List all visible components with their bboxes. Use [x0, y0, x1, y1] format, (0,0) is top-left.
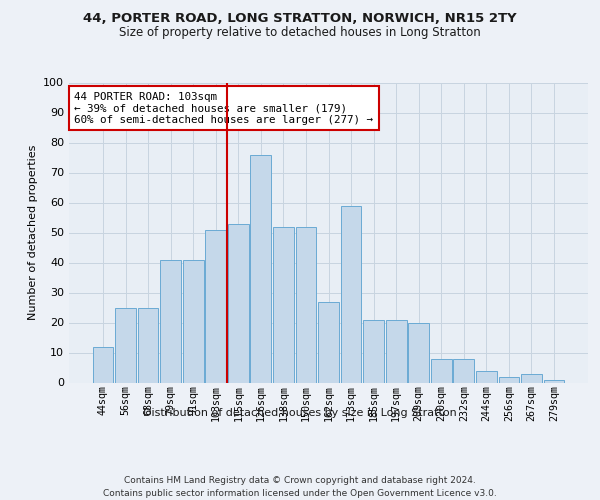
Bar [205, 230, 226, 382]
Bar [92, 346, 113, 382]
Text: 44, PORTER ROAD, LONG STRATTON, NORWICH, NR15 2TY: 44, PORTER ROAD, LONG STRATTON, NORWICH,… [83, 12, 517, 26]
Bar [115, 308, 136, 382]
Bar [409, 322, 429, 382]
Text: Distribution of detached houses by size in Long Stratton: Distribution of detached houses by size … [143, 408, 457, 418]
Bar [363, 320, 384, 382]
Bar [183, 260, 203, 382]
Bar [499, 376, 520, 382]
Bar [318, 302, 339, 382]
Bar [521, 374, 542, 382]
Text: Size of property relative to detached houses in Long Stratton: Size of property relative to detached ho… [119, 26, 481, 39]
Bar [137, 308, 158, 382]
Text: Contains HM Land Registry data © Crown copyright and database right 2024.
Contai: Contains HM Land Registry data © Crown c… [103, 476, 497, 498]
Bar [341, 206, 361, 382]
Bar [250, 154, 271, 382]
Bar [296, 226, 316, 382]
Bar [273, 226, 294, 382]
Bar [454, 358, 474, 382]
Bar [386, 320, 407, 382]
Bar [228, 224, 248, 382]
Y-axis label: Number of detached properties: Number of detached properties [28, 145, 38, 320]
Bar [476, 370, 497, 382]
Text: 44 PORTER ROAD: 103sqm
← 39% of detached houses are smaller (179)
60% of semi-de: 44 PORTER ROAD: 103sqm ← 39% of detached… [74, 92, 373, 124]
Bar [160, 260, 181, 382]
Bar [431, 358, 452, 382]
Bar [544, 380, 565, 382]
